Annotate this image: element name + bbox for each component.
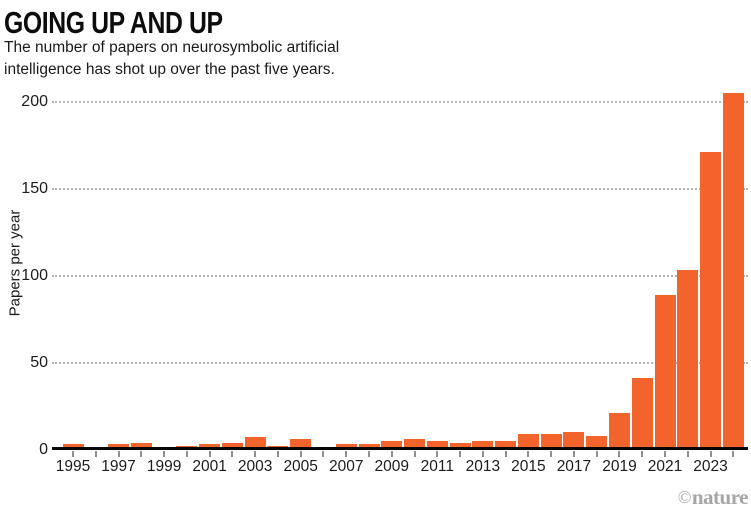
x-tick-2017: [572, 450, 575, 457]
x-tick-label-1995: 1995: [55, 458, 91, 475]
x-tick-2010: [413, 450, 416, 457]
x-tick-1999: [163, 450, 166, 457]
gridline-200: [52, 100, 748, 103]
copyright-icon: ©: [677, 487, 692, 507]
bar-2023: [700, 151, 722, 451]
x-tick-label-2023: 2023: [693, 458, 728, 475]
x-tick-label-2021: 2021: [647, 458, 683, 475]
bar-2020: [631, 378, 653, 451]
x-tick-2007: [345, 450, 348, 457]
x-tick-2020: [641, 450, 644, 457]
bar-2015: [517, 433, 539, 451]
x-tick-2012: [459, 450, 462, 457]
x-tick-label-2011: 2011: [420, 458, 454, 475]
gridline-50: [52, 361, 748, 364]
bar-2017: [563, 432, 585, 451]
x-tick-2019: [618, 450, 621, 457]
x-tick-2005: [299, 450, 302, 457]
gridline-100: [52, 274, 748, 277]
x-tick-2024: [732, 450, 735, 457]
bar-2024: [722, 92, 744, 451]
x-tick-2022: [686, 450, 689, 457]
x-tick-label-2015: 2015: [511, 458, 546, 475]
y-tick-label-0: 0: [39, 440, 48, 458]
x-axis-line: [52, 446, 748, 450]
x-tick-2011: [436, 450, 439, 457]
y-tick-label-150: 150: [21, 179, 48, 197]
bar-2022: [677, 270, 699, 451]
x-tick-label-2017: 2017: [556, 458, 592, 475]
x-tick-2015: [527, 450, 530, 457]
bar-2014: [495, 440, 517, 451]
x-tick-2009: [390, 450, 393, 457]
x-tick-2023: [709, 450, 712, 457]
x-tick-2018: [595, 450, 598, 457]
x-tick-2016: [550, 450, 553, 457]
bar-2011: [426, 440, 448, 451]
chart-title: GOING UP AND UP: [4, 5, 223, 40]
chart-subtitle: The number of papers on neurosymbolic ar…: [4, 39, 340, 78]
bar-2021: [654, 294, 676, 451]
nature-logo: ©nature: [677, 485, 749, 509]
x-tick-1995: [72, 450, 74, 457]
y-tick-label-50: 50: [30, 353, 48, 371]
y-tick-label-100: 100: [21, 266, 48, 284]
x-tick-1998: [140, 450, 143, 457]
x-tick-2006: [322, 450, 325, 457]
bar-2005: [290, 439, 312, 451]
y-tick-label-200: 200: [21, 92, 48, 110]
x-tick-1997: [117, 450, 120, 457]
x-tick-label-2019: 2019: [602, 458, 637, 475]
x-tick-2000: [185, 450, 188, 457]
x-tick-2001: [208, 450, 211, 457]
x-tick-label-2009: 2009: [374, 458, 409, 475]
x-tick-label-2005: 2005: [283, 458, 318, 475]
gridline-150: [52, 187, 748, 190]
x-tick-label-1997: 1997: [101, 458, 136, 475]
x-tick-2004: [276, 450, 279, 457]
x-tick-label-1999: 1999: [146, 458, 182, 475]
bar-2019: [608, 412, 630, 451]
x-tick-label-2001: 2001: [192, 458, 227, 475]
bar-2009: [381, 440, 403, 451]
bar-2013: [472, 440, 494, 451]
bar-2016: [540, 433, 562, 451]
x-tick-2014: [504, 450, 507, 457]
x-tick-1996: [94, 450, 97, 457]
x-tick-label-2007: 2007: [328, 458, 364, 475]
x-tick-2008: [368, 450, 370, 457]
x-tick-2002: [231, 450, 234, 457]
x-tick-label-2003: 2003: [237, 458, 273, 475]
x-tick-2021: [664, 450, 667, 457]
x-tick-label-2013: 2013: [465, 458, 501, 475]
bar-2010: [404, 439, 426, 451]
x-tick-2003: [254, 450, 257, 457]
x-tick-2013: [481, 450, 484, 457]
